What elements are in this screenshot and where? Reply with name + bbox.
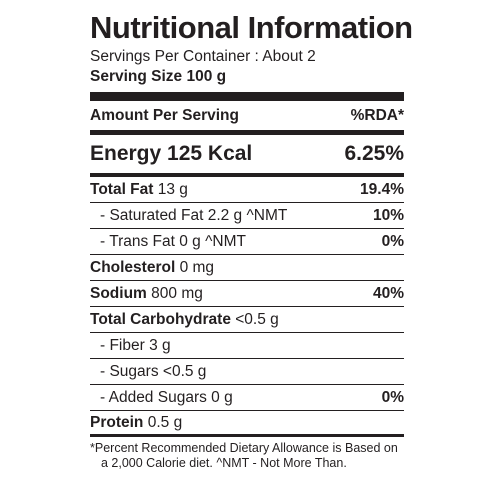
nutrient-row-cholesterol: Cholesterol 0 mg [90,255,404,281]
nutrient-pct: 19.4% [360,180,404,198]
nutrient-pct: 40% [372,284,404,302]
nutrient-row-sodium: Sodium 800 mg 40% [90,281,404,307]
nutrient-amount: 13 g [153,180,188,198]
nutrient-pct: 0% [381,232,404,250]
nutrient-amount: 0 mg [175,258,215,276]
footnote-line-2: a 2,000 Calorie diet. ^NMT - Not More Th… [101,456,347,470]
nutrient-row-total-carbohydrate: Total Carbohydrate <0.5 g [90,307,404,333]
nutrient-name: Total Fat [90,180,154,198]
nutrient-row-saturated-fat: - Saturated Fat 2.2 g ^NMT 10% [90,203,404,229]
nutrient-amount: <0.5 g [230,310,279,328]
nutrient-amount: 0 g [206,388,233,406]
nutrient-row-fiber: - Fiber 3 g [90,333,404,359]
nutrient-row-sugars: - Sugars <0.5 g [90,359,404,385]
nutrient-name: Cholesterol [90,258,176,276]
nutrient-row-protein: Protein 0.5 g [90,411,404,437]
nutrient-name: - Sugars [100,362,159,380]
footnote-line-1: *Percent Recommended Dietary Allowance i… [90,441,398,455]
energy-pct: 6.25% [344,142,404,165]
thick-divider [90,92,404,101]
amount-per-serving-label: Amount Per Serving [90,106,239,124]
nutrient-name: - Saturated Fat [100,206,204,224]
nutrient-pct: 10% [372,206,404,224]
nutrient-name: Sodium [90,284,147,302]
amount-header-row: Amount Per Serving %RDA* [90,101,404,131]
nutrient-amount: <0.5 g [158,362,207,380]
energy-label: Energy 125 Kcal [90,142,253,165]
energy-divider [90,173,404,177]
nutrient-name: Total Carbohydrate [90,310,231,328]
nutrient-row-total-fat: Total Fat 13 g 19.4% [90,177,404,203]
footnote: *Percent Recommended Dietary Allowance i… [90,441,404,471]
nutrient-amount: 0 g ^NMT [174,232,246,250]
nutrient-row-trans-fat: - Trans Fat 0 g ^NMT 0% [90,229,404,255]
nutrient-name: - Fiber [100,336,145,354]
label-title: Nutritional Information [90,10,413,45]
nutrient-name: Protein [90,413,144,431]
nutrient-name: - Added Sugars [100,388,207,406]
nutrition-label: Nutritional Information Servings Per Con… [90,10,413,471]
nutrient-name: - Trans Fat [100,232,175,250]
nutrient-row-added-sugars: - Added Sugars 0 g 0% [90,385,404,411]
nutrient-amount: 0.5 g [143,413,183,431]
nutrient-amount: 800 mg [146,284,203,302]
serving-size: Serving Size 100 g [90,68,227,85]
nutrient-amount: 2.2 g ^NMT [203,206,288,224]
servings-per-container: Servings Per Container : About 2 [90,48,316,65]
nutrient-pct: 0% [381,388,404,406]
rda-header-label: %RDA* [350,106,404,124]
energy-row: Energy 125 Kcal 6.25% [90,135,404,173]
nutrient-amount: 3 g [144,336,171,354]
medium-divider [90,131,404,135]
